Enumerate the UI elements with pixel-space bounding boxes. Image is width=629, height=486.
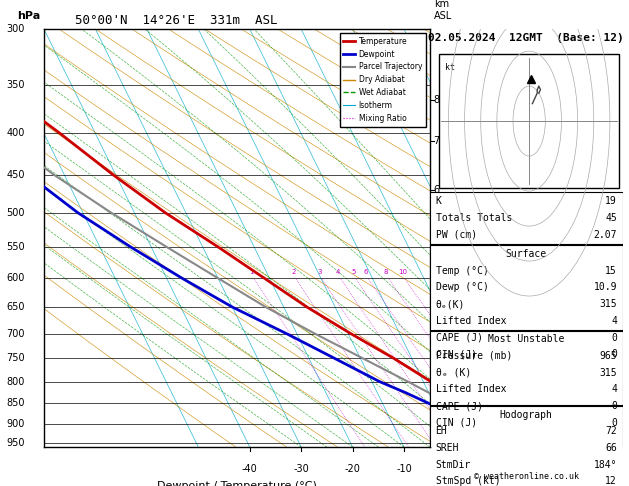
Text: 4: 4 — [433, 273, 440, 283]
Text: 12: 12 — [605, 476, 617, 486]
Text: kt: kt — [445, 63, 455, 71]
Text: 50°00'N  14°26'E  331m  ASL: 50°00'N 14°26'E 331m ASL — [75, 14, 277, 27]
Text: 5: 5 — [433, 235, 440, 245]
Text: 2: 2 — [291, 269, 296, 275]
Text: LCL: LCL — [433, 421, 452, 431]
Text: 6: 6 — [433, 186, 440, 195]
Text: 2: 2 — [433, 377, 440, 386]
Text: 350: 350 — [6, 80, 25, 89]
Text: Hodograph: Hodograph — [500, 410, 553, 419]
Bar — [440, 54, 619, 188]
Text: 4: 4 — [611, 384, 617, 395]
Text: 5: 5 — [351, 269, 355, 275]
Text: K: K — [436, 196, 442, 207]
Text: 8: 8 — [384, 269, 388, 275]
Text: 0: 0 — [611, 332, 617, 343]
Text: 550: 550 — [6, 242, 25, 252]
Text: 10: 10 — [398, 269, 407, 275]
Text: 950: 950 — [6, 438, 25, 449]
Text: km
ASL: km ASL — [433, 0, 452, 21]
Text: 750: 750 — [6, 353, 25, 364]
Text: Pressure (mb): Pressure (mb) — [436, 351, 512, 361]
Text: 0: 0 — [611, 349, 617, 359]
Text: 1: 1 — [433, 421, 440, 431]
Text: 19: 19 — [605, 196, 617, 207]
Text: -20: -20 — [345, 464, 360, 474]
Text: 45: 45 — [605, 213, 617, 223]
Text: θₑ(K): θₑ(K) — [436, 299, 465, 309]
Text: 3: 3 — [317, 269, 321, 275]
Text: CIN (J): CIN (J) — [436, 349, 477, 359]
Text: CIN (J): CIN (J) — [436, 418, 477, 428]
Text: 400: 400 — [6, 127, 25, 138]
Text: Surface: Surface — [506, 249, 547, 259]
Legend: Temperature, Dewpoint, Parcel Trajectory, Dry Adiabat, Wet Adiabat, Isotherm, Mi: Temperature, Dewpoint, Parcel Trajectory… — [340, 33, 426, 126]
Text: -10: -10 — [396, 464, 412, 474]
Text: 8: 8 — [433, 95, 440, 104]
Text: 500: 500 — [6, 208, 25, 218]
Text: Mixing Ratio (g/kg): Mixing Ratio (g/kg) — [455, 192, 465, 284]
Text: 315: 315 — [599, 368, 617, 378]
Text: 650: 650 — [6, 302, 25, 312]
Text: 15: 15 — [605, 266, 617, 276]
Text: 6: 6 — [364, 269, 368, 275]
Text: 900: 900 — [6, 419, 25, 429]
Text: 450: 450 — [6, 170, 25, 180]
Text: Lifted Index: Lifted Index — [436, 384, 506, 395]
Text: 7: 7 — [433, 137, 440, 146]
Text: Totals Totals: Totals Totals — [436, 213, 512, 223]
Text: θₑ (K): θₑ (K) — [436, 368, 471, 378]
Text: 4: 4 — [336, 269, 340, 275]
Text: © weatheronline.co.uk: © weatheronline.co.uk — [474, 472, 579, 481]
Text: 300: 300 — [6, 24, 25, 34]
Text: -30: -30 — [293, 464, 309, 474]
Text: 72: 72 — [605, 426, 617, 436]
Text: SREH: SREH — [436, 443, 459, 453]
Text: 66: 66 — [605, 443, 617, 453]
Text: -40: -40 — [242, 464, 258, 474]
Text: CAPE (J): CAPE (J) — [436, 401, 482, 411]
Text: 600: 600 — [6, 273, 25, 283]
Bar — [430, 406, 623, 460]
Text: 800: 800 — [6, 377, 25, 386]
Text: Temp (°C): Temp (°C) — [436, 266, 489, 276]
Text: 0: 0 — [611, 418, 617, 428]
Text: StmDir: StmDir — [436, 460, 471, 469]
Text: 1: 1 — [250, 269, 254, 275]
Bar — [430, 192, 623, 244]
Text: 315: 315 — [599, 299, 617, 309]
Text: 850: 850 — [6, 399, 25, 408]
Text: hPa: hPa — [17, 11, 40, 21]
Text: PW (cm): PW (cm) — [436, 230, 477, 240]
Text: Dewp (°C): Dewp (°C) — [436, 282, 489, 293]
Text: CAPE (J): CAPE (J) — [436, 332, 482, 343]
Text: 4: 4 — [611, 316, 617, 326]
Text: Most Unstable: Most Unstable — [488, 334, 564, 344]
Text: 0: 0 — [611, 401, 617, 411]
Text: EH: EH — [436, 426, 447, 436]
Text: 184°: 184° — [593, 460, 617, 469]
Text: 965: 965 — [599, 351, 617, 361]
Text: Dewpoint / Temperature (°C): Dewpoint / Temperature (°C) — [157, 481, 317, 486]
Text: Lifted Index: Lifted Index — [436, 316, 506, 326]
Text: 10.9: 10.9 — [593, 282, 617, 293]
Text: 3: 3 — [433, 329, 440, 339]
Text: 02.05.2024  12GMT  (Base: 12): 02.05.2024 12GMT (Base: 12) — [428, 34, 624, 43]
Text: StmSpd (kt): StmSpd (kt) — [436, 476, 500, 486]
Text: 2.07: 2.07 — [593, 230, 617, 240]
Bar — [430, 330, 623, 405]
Bar — [430, 245, 623, 330]
Text: 700: 700 — [6, 329, 25, 339]
